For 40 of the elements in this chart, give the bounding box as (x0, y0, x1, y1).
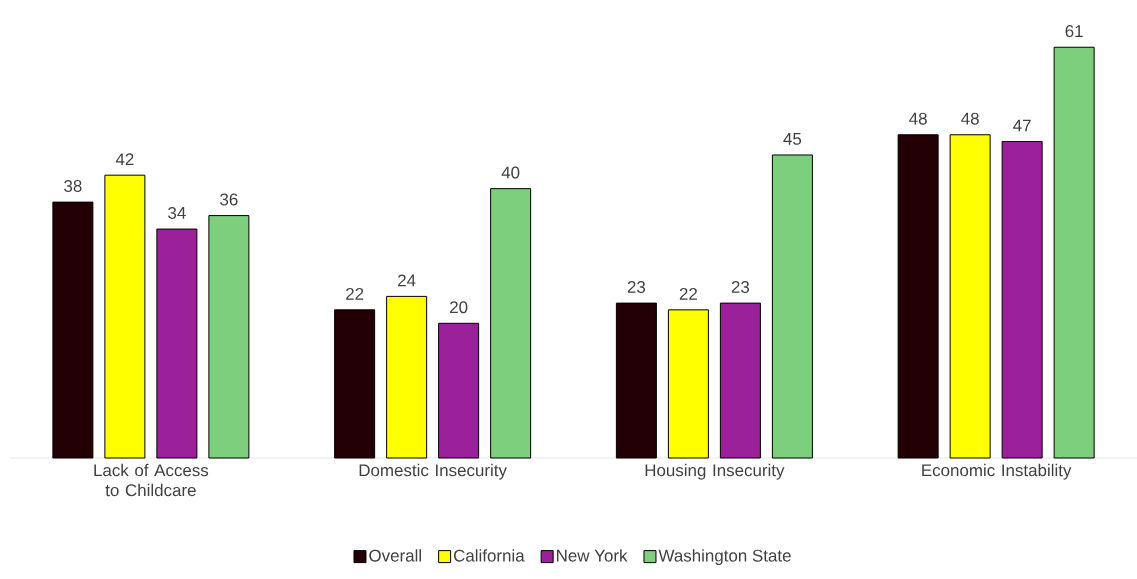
data-label: 48 (909, 112, 927, 125)
x-tick-label: Economic Instability (922, 463, 1072, 480)
data-label: 40 (501, 166, 520, 179)
data-label: 34 (168, 206, 186, 219)
x-tick-label: Domestic Insecurity (359, 463, 507, 480)
data-label: 36 (220, 193, 238, 206)
data-label: 38 (64, 179, 82, 192)
bar (719, 302, 761, 459)
data-label: 42 (115, 153, 134, 166)
data-label: 22 (346, 287, 364, 300)
data-label: 23 (731, 280, 750, 293)
data-label: 61 (1065, 25, 1083, 38)
bar (386, 295, 428, 459)
bar (156, 228, 198, 459)
legend-label: Washington State (658, 549, 791, 565)
bar (771, 154, 813, 459)
data-label: 22 (679, 287, 697, 300)
x-tick-label: Housing Insecurity (645, 463, 785, 480)
legend-label: California (453, 549, 525, 562)
bar (897, 134, 939, 459)
bar (208, 215, 250, 459)
bar (490, 188, 532, 459)
data-label: 20 (450, 301, 468, 314)
x-tick-label: Lack of Access to Childcare (94, 463, 209, 497)
bar (615, 302, 657, 459)
data-label: 24 (398, 274, 416, 287)
data-label: 23 (627, 280, 646, 293)
bar (104, 174, 146, 459)
bar (1001, 141, 1043, 459)
data-label: 47 (1013, 119, 1031, 132)
legend-label: Overall (369, 549, 421, 562)
bar (438, 322, 480, 459)
data-label: 45 (783, 133, 802, 145)
bar (667, 309, 709, 459)
bar (1053, 46, 1095, 459)
data-label: 48 (961, 112, 979, 125)
bar (52, 201, 94, 459)
bar (334, 309, 376, 459)
legend-label: New York (557, 549, 628, 562)
bar (949, 134, 991, 459)
